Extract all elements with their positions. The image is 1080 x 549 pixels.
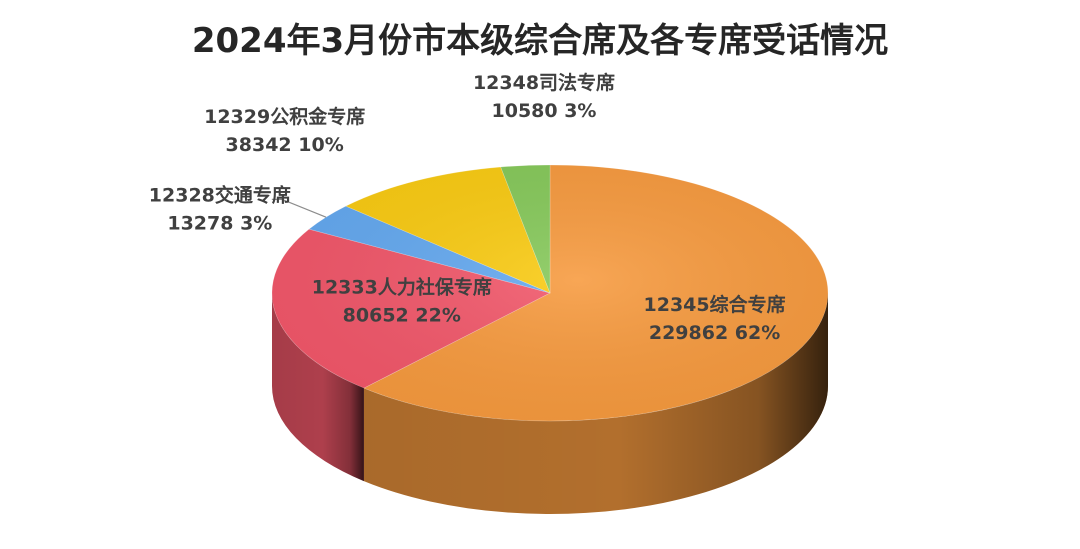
slice-label-value-0: 229862 62% [649,322,780,344]
slice-label-value-2: 13278 3% [167,212,272,234]
slice-side-shade-1 [272,293,364,482]
slice-side-shade-0 [363,293,829,514]
slice-label-name-3: 12329公积金专席 [204,105,365,128]
pie-tops [271,164,829,422]
slice-label-name-4: 12348司法专席 [473,71,615,94]
slice-label-name-0: 12345综合专席 [644,293,786,316]
slice-label-name-2: 12328交通专席 [149,183,291,206]
pie-shading [272,293,829,514]
chart-title: 2024年3月份市本级综合席及各专席受话情况 [192,21,888,61]
slice-label-value-1: 80652 22% [343,304,461,326]
leader-line-2 [271,198,327,218]
slice-label-name-1: 12333人力社保专席 [312,275,492,298]
slice-label-value-4: 10580 3% [492,100,597,122]
pie-top-highlight [272,165,828,421]
slice-label-value-3: 38342 10% [226,134,344,156]
slice-labels: 12345综合专席 229862 62% 12333人力社保专席 80652 22% 1… [149,71,786,344]
leader-lines [271,198,327,218]
